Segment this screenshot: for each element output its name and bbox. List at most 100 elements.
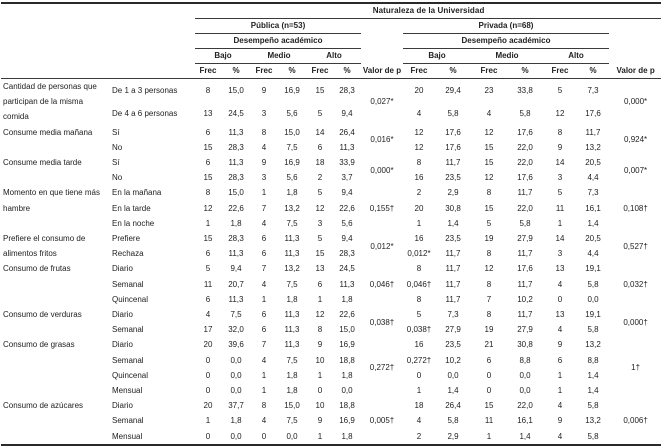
subcategory-cell: Sí xyxy=(112,127,120,137)
table-row: Consumo de verduras Diario 4 7,5 6 11,3 12 22,6… xyxy=(1,307,661,327)
frec-cell: 8 xyxy=(205,85,211,95)
frec-cell: 1 xyxy=(557,386,563,396)
frec-cell: 6 xyxy=(205,249,211,259)
subcategory-cell: En la mañana xyxy=(112,188,162,198)
pct-cell: 1,8 xyxy=(341,294,353,304)
pct-cell: 8,8 xyxy=(519,355,531,365)
table-row: Consumo de frutas Diario 5 9,4 7 13,2 13 24,5 0,… xyxy=(1,261,661,288)
frec-cell: 1 xyxy=(416,386,422,396)
frec-cell: 4 xyxy=(557,325,563,335)
frec-cell: 3 xyxy=(557,249,563,259)
pct-cell: 0,0 xyxy=(230,370,242,380)
blank-cell xyxy=(609,34,661,49)
frec-cell: 1 xyxy=(261,370,267,380)
frec-cell: 4 xyxy=(557,279,563,289)
frec-cell: 13 xyxy=(203,108,213,118)
pct-cell: 3,7 xyxy=(341,173,353,183)
table-row: Cantidad de personas que participan de l… xyxy=(1,79,661,121)
category-cell: Consume media tarde xyxy=(3,158,82,168)
frec-cell: 0,012* xyxy=(407,249,431,259)
frec-cell: 20 xyxy=(414,203,424,213)
pct-cell: 0,0 xyxy=(341,386,353,396)
p-value-cell: 0,007* xyxy=(624,165,648,175)
table-row: No 15 28,3 3 5,6 2 3,7 16 23,5 12 17,6 3 4,4 xyxy=(1,170,661,185)
pct-cell: 17,6 xyxy=(445,127,461,137)
frec-cell: 1 xyxy=(261,188,267,198)
p-value-cell: 0,016* xyxy=(370,135,394,145)
subcategory-cell: Semanal xyxy=(112,279,144,289)
pct-cell: 1,4 xyxy=(587,386,599,396)
pct-cell: 16,9 xyxy=(339,416,355,426)
frec-cell: 4 xyxy=(416,108,422,118)
frec-cell: 3 xyxy=(557,173,563,183)
pct-cell: 7,5 xyxy=(286,142,298,152)
pct-cell: 0,0 xyxy=(230,386,242,396)
frec-column-header: Frec xyxy=(307,63,333,79)
pct-cell: 22,6 xyxy=(339,310,355,320)
frec-cell: 4 xyxy=(486,108,492,118)
pct-cell: 5,8 xyxy=(587,325,599,335)
p-value-cell: 0,006† xyxy=(623,416,648,426)
subcategory-cell: En la tarde xyxy=(112,203,151,213)
pct-cell: 13,2 xyxy=(585,416,601,426)
frec-cell: 5 xyxy=(557,188,563,198)
pct-cell: 19,1 xyxy=(585,264,601,274)
pct-cell: 1,8 xyxy=(286,386,298,396)
blank-cell xyxy=(361,49,403,64)
pct-column-header: % xyxy=(507,63,543,79)
pct-cell: 9,4 xyxy=(230,264,242,274)
frec-cell: 11 xyxy=(484,416,494,426)
pct-cell: 4,4 xyxy=(587,173,599,183)
header-row-university: Pública (n=53) Privada (n=68) xyxy=(1,18,661,34)
blank-cell xyxy=(361,34,403,49)
pct-cell: 20,5 xyxy=(585,234,601,244)
p-value-cell: 0,527† xyxy=(623,241,648,251)
pct-column-header: % xyxy=(277,63,307,79)
frec-cell: 10 xyxy=(315,355,325,365)
frec-cell: 0 xyxy=(205,355,211,365)
frec-cell: 5 xyxy=(317,188,323,198)
frec-cell: 15 xyxy=(203,142,213,152)
pct-cell: 1,8 xyxy=(230,218,242,228)
pct-cell: 7,5 xyxy=(230,310,242,320)
p-value-cell: 0,027* xyxy=(370,97,394,107)
p-value-cell: 0,005† xyxy=(369,416,395,426)
pct-cell: 33,9 xyxy=(339,158,355,168)
header-row-performance: Desempeño académico Desempeño académico xyxy=(1,33,661,49)
blank-cell xyxy=(1,49,195,64)
pct-cell: 15,0 xyxy=(284,401,300,411)
pct-cell: 16,9 xyxy=(339,340,355,350)
pct-cell: 27,9 xyxy=(445,325,461,335)
frec-cell: 1 xyxy=(486,431,492,441)
subcategory-cell: Mensual xyxy=(112,386,143,396)
pct-cell: 1,4 xyxy=(519,431,531,441)
frec-cell: 2 xyxy=(416,431,422,441)
pct-cell: 17,6 xyxy=(517,264,533,274)
frec-cell: 17 xyxy=(203,325,213,335)
frec-cell: 1 xyxy=(317,370,323,380)
pct-cell: 11,7 xyxy=(517,310,533,320)
subcategory-cell: Quincenal xyxy=(112,294,149,304)
frec-cell: 7 xyxy=(261,264,267,274)
frec-cell: 18 xyxy=(414,401,424,411)
subcategory-cell: Diario xyxy=(112,264,133,274)
pct-cell: 27,9 xyxy=(517,234,533,244)
frec-cell: 12 xyxy=(484,264,494,274)
table-row: Semanal 0 0,0 4 7,5 10 18,8 0,272† 10,2 6 8,8 6 8,8 xyxy=(1,353,661,368)
blank-cell xyxy=(609,19,661,34)
pct-cell: 28,3 xyxy=(339,249,355,259)
frec-cell: 20 xyxy=(414,85,424,95)
pct-cell: 7,5 xyxy=(286,416,298,426)
pct-cell: 11,3 xyxy=(284,310,300,320)
pct-cell: 1,4 xyxy=(447,386,459,396)
frec-cell: 1 xyxy=(557,370,563,380)
pct-cell: 28,3 xyxy=(228,173,244,183)
subcategory-cell: No xyxy=(112,173,123,183)
frec-cell: 9 xyxy=(261,158,267,168)
category-cell: Cantidad de personas que participan de l… xyxy=(3,82,97,122)
privada-group-header: Privada (n=68) xyxy=(403,18,609,34)
subcategory-cell: Semanal xyxy=(112,416,144,426)
pct-cell: 9,4 xyxy=(341,188,353,198)
frec-cell: 15 xyxy=(315,85,325,95)
p-value-cell: 0,038† xyxy=(369,317,395,327)
